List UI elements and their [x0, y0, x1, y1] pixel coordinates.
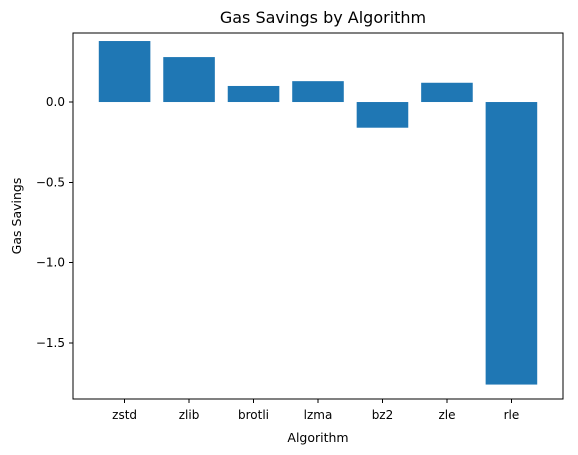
- x-axis-ticks: zstd zlib brotli lzma bz2 zle rle: [112, 399, 519, 422]
- x-tick-label: brotli: [238, 408, 269, 422]
- bar-zstd: [98, 41, 151, 103]
- bar-zlib: [163, 57, 215, 103]
- chart-title: Gas Savings by Algorithm: [220, 8, 426, 27]
- x-tick-label: zlib: [179, 408, 200, 422]
- y-tick-label: −1.5: [36, 336, 65, 350]
- y-tick-label: −1.0: [36, 256, 65, 270]
- bar-zle: [421, 82, 473, 103]
- x-axis-label: Algorithm: [287, 430, 348, 445]
- y-tick-label: −0.5: [36, 175, 65, 189]
- x-tick-label: lzma: [304, 408, 333, 422]
- x-tick-label: rle: [504, 408, 520, 422]
- x-tick-label: zstd: [112, 408, 137, 422]
- y-axis-label: Gas Savings: [9, 178, 24, 255]
- bar-bz2: [356, 102, 409, 128]
- bar-lzma: [292, 81, 344, 103]
- x-tick-label: zle: [438, 408, 455, 422]
- y-tick-label: 0.0: [46, 95, 65, 109]
- x-tick-label: bz2: [372, 408, 394, 422]
- bar-rle: [485, 102, 538, 385]
- plot-frame: [72, 32, 564, 400]
- bar-brotli: [227, 85, 280, 103]
- bars-group: [98, 41, 538, 385]
- y-axis-ticks: 0.0 −0.5 −1.0 −1.5: [36, 95, 73, 350]
